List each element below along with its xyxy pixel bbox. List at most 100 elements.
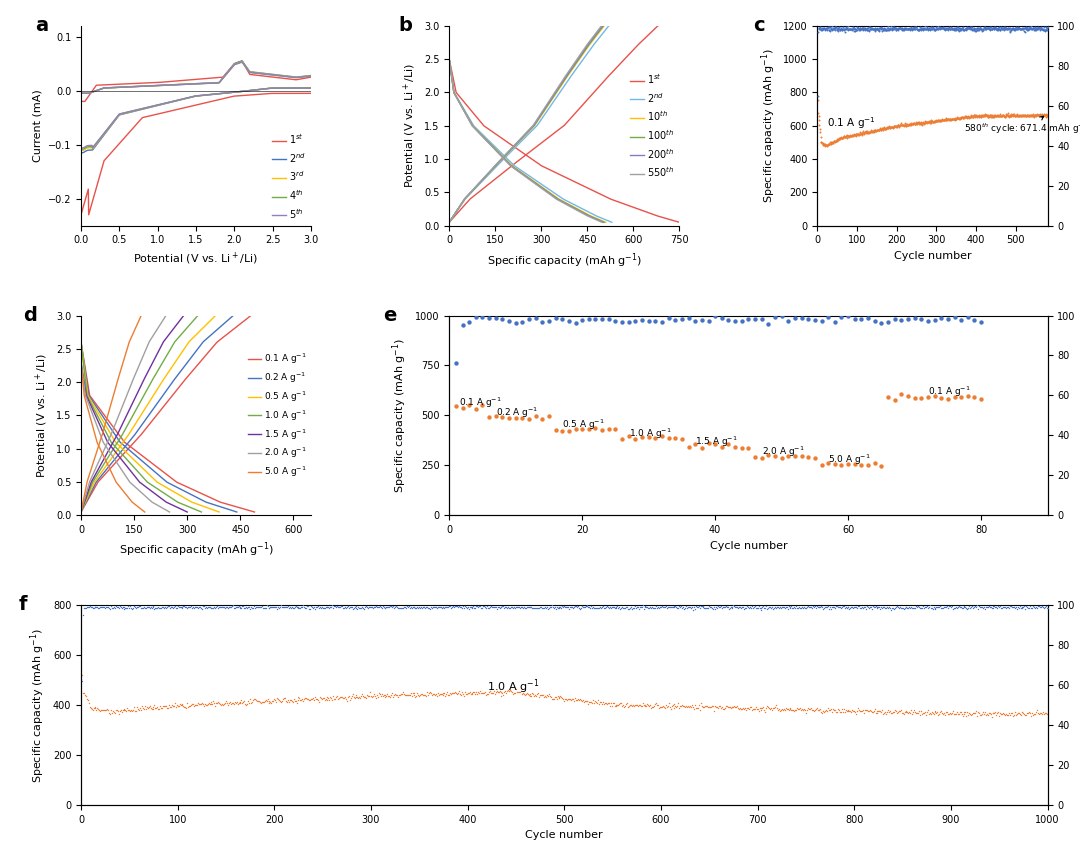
Point <box>1037 108 1054 121</box>
Point <box>769 600 786 614</box>
Point <box>964 109 982 123</box>
Point <box>303 600 321 614</box>
Point <box>353 600 370 614</box>
Point <box>537 690 554 703</box>
Line: 2$^{nd}$: 2$^{nd}$ <box>81 88 311 152</box>
Point <box>193 697 211 710</box>
Point <box>959 21 976 34</box>
Point <box>891 21 908 34</box>
Point <box>832 23 849 37</box>
Point <box>1022 108 1039 122</box>
Point <box>647 697 664 710</box>
Point <box>915 706 932 720</box>
Point <box>719 600 737 614</box>
Point <box>429 600 446 614</box>
Point <box>762 601 780 615</box>
5$^{th}$ <box>305 83 318 93</box>
Point <box>963 110 981 124</box>
Point <box>785 703 802 716</box>
Point <box>1009 109 1026 123</box>
Point <box>445 686 462 700</box>
Point <box>579 598 596 612</box>
Point <box>491 684 509 698</box>
Point <box>837 703 854 716</box>
Point <box>447 598 464 612</box>
Point <box>766 601 783 615</box>
Point <box>688 701 705 715</box>
Point <box>983 601 1000 615</box>
Point <box>508 683 525 697</box>
Point <box>380 600 397 614</box>
Point <box>661 700 678 714</box>
Point <box>883 22 901 36</box>
Point <box>126 600 144 614</box>
Point <box>798 600 815 614</box>
Point <box>1036 108 1053 122</box>
Point <box>953 110 970 124</box>
Point <box>651 700 669 714</box>
Point <box>1016 108 1034 122</box>
5.0 A g$^{-1}$ <box>111 375 124 385</box>
Point <box>343 690 361 703</box>
Point <box>543 598 561 612</box>
Point <box>463 601 481 615</box>
Point <box>406 600 423 614</box>
Point <box>680 311 698 325</box>
Point <box>646 601 663 615</box>
Point <box>86 701 104 715</box>
Point <box>758 702 775 715</box>
Point <box>858 127 875 140</box>
Point <box>966 313 983 326</box>
Point <box>97 600 114 614</box>
Point <box>882 121 900 134</box>
Point <box>212 697 229 711</box>
Point <box>312 691 329 704</box>
Point <box>258 598 275 612</box>
Point <box>226 696 243 709</box>
Point <box>972 709 989 722</box>
Point <box>1000 22 1017 35</box>
Point <box>625 699 643 713</box>
Point <box>963 599 981 613</box>
Point <box>984 22 1001 35</box>
Point <box>386 601 403 615</box>
Point <box>284 601 301 615</box>
Point <box>829 703 847 716</box>
Point <box>849 128 866 142</box>
Point <box>922 20 940 34</box>
Point <box>890 601 907 615</box>
Point <box>316 693 334 707</box>
Point <box>989 108 1007 122</box>
Point <box>894 118 912 132</box>
Point <box>233 697 251 710</box>
Point <box>542 600 559 614</box>
Point <box>527 409 544 423</box>
Point <box>218 696 235 709</box>
Point <box>631 698 648 712</box>
Point <box>964 23 982 37</box>
Point <box>980 21 997 34</box>
Point <box>902 22 919 36</box>
Point <box>777 701 794 715</box>
Point <box>390 690 407 703</box>
Point <box>97 703 114 717</box>
Point <box>822 22 839 35</box>
Point <box>129 700 146 714</box>
Point <box>975 600 993 614</box>
Point <box>727 313 744 327</box>
Point <box>559 600 577 614</box>
Point <box>594 695 611 709</box>
Point <box>768 600 785 614</box>
Point <box>848 127 865 141</box>
Point <box>310 695 327 709</box>
Point <box>102 602 119 616</box>
Point <box>467 687 484 701</box>
X-axis label: Potential (V vs. Li$^+$/Li): Potential (V vs. Li$^+$/Li) <box>134 251 259 267</box>
Point <box>1015 108 1032 122</box>
Point <box>888 599 905 613</box>
Point <box>821 602 838 616</box>
Point <box>273 694 291 708</box>
Point <box>286 694 303 708</box>
Point <box>858 127 875 140</box>
Point <box>818 600 835 614</box>
